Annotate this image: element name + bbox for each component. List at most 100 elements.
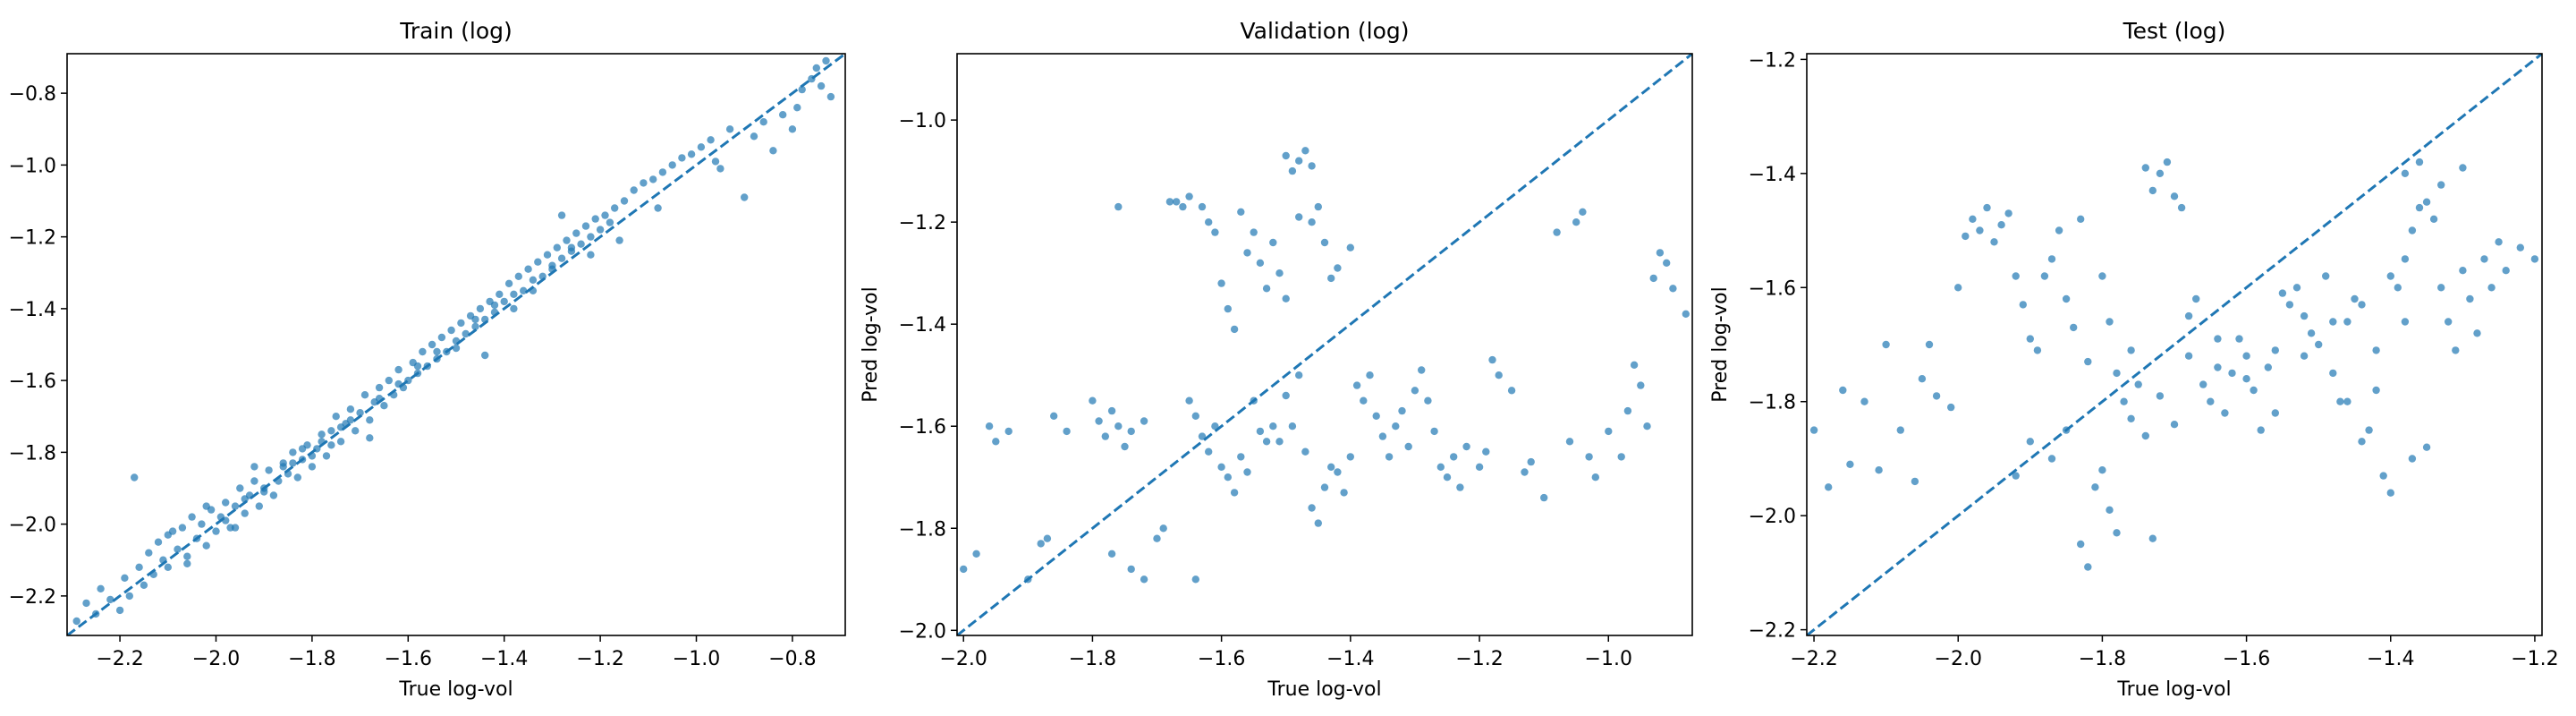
data-point (2113, 369, 2121, 378)
data-point (1327, 274, 1335, 283)
data-point (1101, 432, 1110, 440)
data-point (1179, 202, 1187, 211)
data-point (1282, 391, 1290, 400)
data-point (2459, 267, 2467, 275)
data-point (591, 215, 599, 223)
data-point (1591, 473, 1600, 482)
test-plot-frame (1806, 53, 2543, 636)
data-point (1095, 417, 1103, 425)
data-point (697, 143, 706, 151)
data-point (1153, 534, 1161, 542)
data-point (356, 409, 364, 417)
x-tick-label: −1.2 (1455, 648, 1503, 670)
data-point (1295, 371, 1303, 379)
data-point (106, 595, 114, 604)
y-tick-label: −1.2 (9, 227, 56, 250)
data-point (1121, 442, 1129, 451)
data-point (131, 473, 139, 482)
data-point (366, 416, 374, 424)
data-point (2530, 255, 2539, 263)
data-point (1205, 218, 1213, 226)
data-point (352, 427, 360, 435)
x-tick-label: −2.0 (939, 648, 987, 670)
data-point (1579, 208, 1587, 216)
data-point (1839, 386, 1847, 395)
data-point (581, 222, 590, 230)
data-point (452, 344, 461, 353)
data-point (1436, 463, 1445, 471)
data-point (1198, 202, 1207, 211)
x-tick-label: −1.2 (2511, 648, 2558, 670)
train-plot-frame (66, 53, 846, 636)
data-point (1301, 147, 1309, 155)
data-point (1308, 504, 1316, 512)
data-point (1340, 489, 1348, 497)
data-point (2495, 238, 2503, 246)
data-point (336, 438, 345, 446)
data-point (2365, 426, 2373, 434)
data-point (2401, 255, 2410, 263)
data-point (563, 236, 571, 244)
data-point (471, 322, 479, 331)
identity-line (1807, 54, 2542, 635)
y-tick-label: −1.6 (9, 371, 56, 393)
data-point (2250, 386, 2258, 395)
data-point (2156, 169, 2165, 177)
data-point (1205, 448, 1213, 456)
data-point (1165, 198, 1174, 206)
data-point (1346, 453, 1355, 461)
data-point (1256, 427, 1265, 436)
data-point (601, 211, 609, 219)
data-point (1230, 489, 1239, 497)
data-point (1825, 483, 1833, 491)
y-tick-label: −1.0 (9, 155, 56, 177)
data-point (462, 329, 470, 338)
data-point (380, 402, 388, 410)
data-point (1392, 422, 1400, 430)
data-point (419, 347, 427, 356)
data-point (183, 559, 191, 567)
data-point (1623, 406, 1632, 415)
data-point (741, 193, 749, 201)
validation-panel: −2.0 −1.8 −1.6 −1.4 −1.2 −1.0 −2.0 −1.8 −1.6 −1.4… (860, 18, 1693, 701)
data-point (1140, 575, 1148, 584)
y-tick-label: −1.8 (1749, 392, 1796, 414)
data-point (553, 243, 561, 251)
data-point (1107, 550, 1116, 558)
train-x-axis-label: True log-vol (398, 678, 513, 701)
data-point (1411, 387, 1419, 395)
data-point (1327, 463, 1335, 471)
data-point (1346, 243, 1355, 251)
data-point (481, 351, 489, 360)
identity-line (67, 54, 845, 635)
data-point (346, 416, 355, 424)
data-point (289, 448, 297, 456)
data-point (1308, 162, 1316, 170)
data-point (2177, 203, 2186, 212)
data-point (1990, 238, 1998, 246)
data-point (520, 286, 528, 294)
x-tick-label: −1.0 (673, 648, 720, 670)
data-point (2148, 186, 2157, 195)
data-point (510, 304, 518, 313)
data-point (154, 538, 163, 546)
y-tick-label: −2.0 (9, 515, 56, 537)
data-point (2459, 164, 2467, 172)
data-point (1320, 238, 1329, 247)
data-point (2386, 272, 2394, 280)
data-point (1962, 232, 1970, 241)
data-point (759, 118, 767, 126)
validation-plot-frame (956, 53, 1693, 636)
data-point (1475, 463, 1484, 471)
data-point (1191, 575, 1200, 584)
x-tick-label: −1.8 (2079, 648, 2126, 670)
data-point (2148, 534, 2157, 542)
data-point (2221, 409, 2229, 417)
data-point (2343, 318, 2351, 326)
x-tick-label: −1.4 (1326, 648, 1374, 670)
data-point (82, 599, 90, 608)
data-point (1482, 448, 1490, 456)
data-point (1237, 453, 1245, 461)
data-point (1896, 426, 1904, 434)
